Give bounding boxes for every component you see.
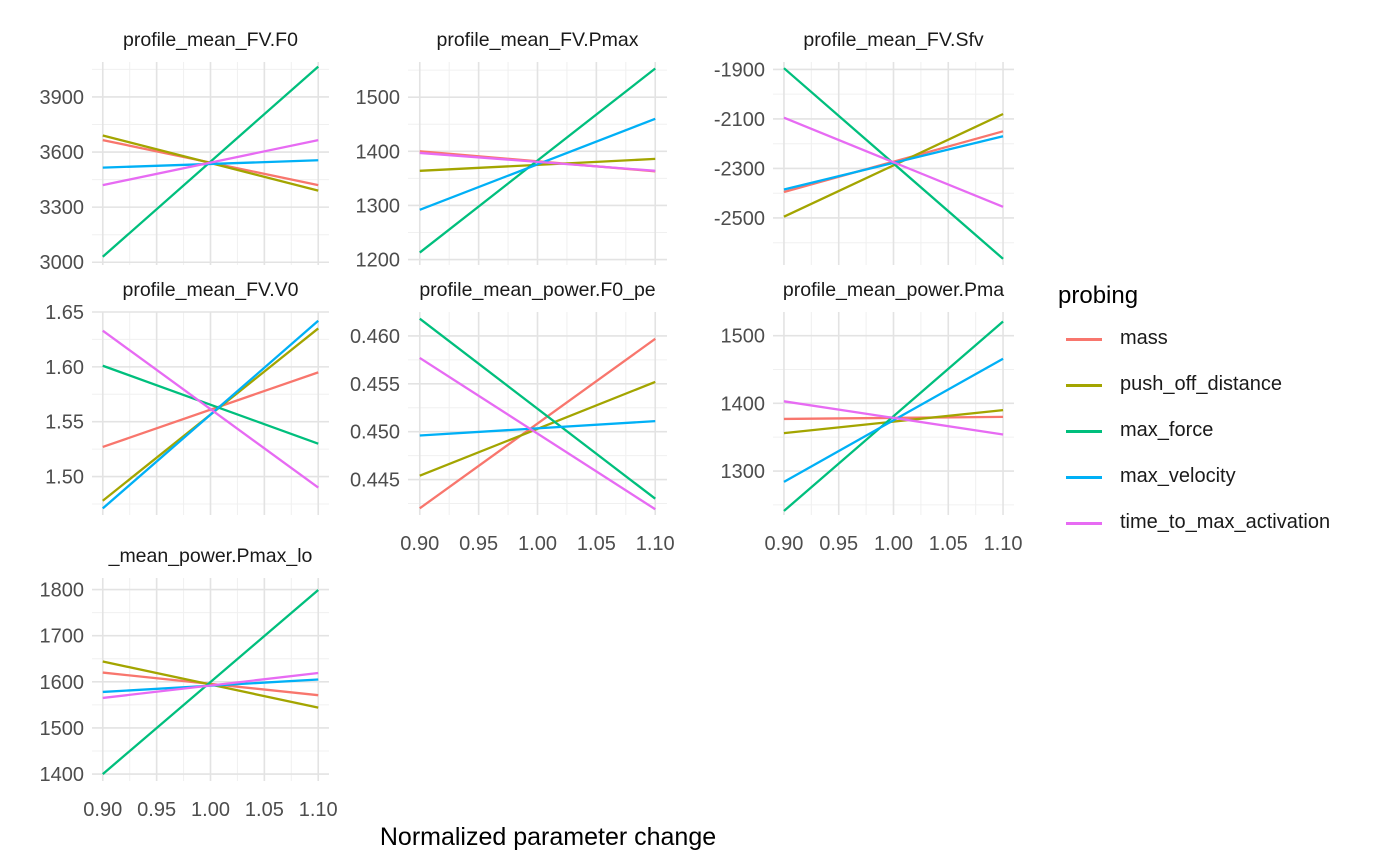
series-line-max-force [419,67,656,254]
x-tick-label: 1.05 [245,799,284,821]
legend-key-time-to-max-activation [1066,522,1102,525]
y-tick-label: 1400 [40,764,85,786]
series-line-time-to-max-activation [102,138,319,187]
legend-label-push-off-distance: push_off_distance [1120,373,1282,395]
x-tick-label: 1.10 [636,533,675,555]
facet-panel-3: -2500 -2300 -2100 -1900 profile_mean_FV.Sfv [714,29,1014,265]
legend-key-push-off-distance [1066,384,1102,387]
panel-title: profile_mean_FV.F0 [123,29,298,51]
y-tick-label: 0.460 [350,326,400,348]
x-tick-label: 0.90 [764,533,803,555]
legend-label-max-force: max_force [1120,419,1214,441]
legend-label-mass: mass [1120,327,1168,349]
legend-item-mass: mass [1058,318,1388,364]
legend-item-push-off-distance: push_off_distance [1058,364,1388,410]
y-tick-label: -2500 [714,208,765,230]
series-line-max-velocity [102,159,319,169]
facet-panel-4: 1.50 1.55 1.60 1.65 profile_mean_FV.V0 [45,279,329,515]
y-tick-label: 0.445 [350,470,400,492]
legend-label-max-velocity: max_velocity [1120,465,1236,487]
series-line-push-off-distance [783,112,1004,218]
panel-title: profile_mean_power.Pma [783,279,1004,301]
x-tick-label: 0.90 [83,799,122,821]
legend-title: probing [1058,282,1139,309]
x-tick-label: 1.00 [874,533,913,555]
y-tick-label: -2300 [714,158,765,180]
x-tick-label: 1.10 [299,799,338,821]
y-tick-label: 1.65 [45,302,84,324]
series-line-time-to-max-activation [783,400,1004,436]
y-tick-label: 1.60 [45,357,84,379]
legend-item-time-to-max-activation: time_to_max_activation [1058,502,1388,548]
facet-panel-5: 0.445 0.450 0.455 0.460 0.90 0.95 1.00 1.05 1.10… [350,279,675,555]
y-tick-label: 1300 [721,461,766,483]
facet-panel-1: 3000 3300 3600 3900 profile_mean_FV.F0 [40,29,329,274]
panel-title: _mean_power.Pmax_lo [108,545,313,567]
y-tick-label: 1300 [356,195,401,217]
legend-key-max-velocity [1066,476,1102,479]
x-tick-label: 0.90 [400,533,439,555]
series-line-max-velocity [783,357,1004,483]
y-tick-label: -2100 [714,109,765,131]
series-line-time-to-max-activation [102,329,319,489]
y-tick-label: -1900 [714,59,765,81]
facet-panel-6: 1300 1400 1500 0.90 0.95 1.00 1.05 1.10 profile_… [721,279,1023,555]
y-tick-label: 3600 [40,142,85,164]
x-tick-label: 0.95 [137,799,176,821]
legend-label-time-to-max-activation: time_to_max_activation [1120,511,1331,533]
series-line-max-force [102,589,319,775]
legend-item-max-velocity: max_velocity [1058,456,1388,502]
series-line-push-off-distance [783,408,1004,435]
series-line-time-to-max-activation [783,116,1004,208]
y-tick-label: 1400 [356,141,401,163]
legend-key-mass [1066,338,1102,341]
y-tick-label: 0.450 [350,422,400,444]
series-line-max-velocity [419,117,656,211]
x-tick-label: 0.95 [459,533,498,555]
x-tick-label: 1.05 [577,533,616,555]
facet-panel-2: 1200 1300 1400 1500 profile_mean_FV.Pmax [356,29,667,272]
y-tick-label: 3900 [40,87,85,109]
legend-key-max-force [1066,430,1102,433]
y-tick-label: 3300 [40,197,85,219]
x-tick-label: 1.05 [929,533,968,555]
y-tick-label: 1500 [356,87,401,109]
series-line-max-velocity [419,420,656,437]
legend-item-max-force: max_force [1058,410,1388,456]
series-line-max-force [419,317,656,500]
x-axis-label: Normalized parameter change [380,823,716,851]
y-tick-label: 1500 [40,718,85,740]
series-line-mass [419,337,656,510]
y-tick-label: 1400 [721,393,766,415]
legend: probing mass push_off_distance max_force… [1058,282,1388,548]
series-line-time-to-max-activation [419,356,656,511]
x-tick-label: 1.00 [518,533,557,555]
facet-panel-7: 1400 1500 1600 1700 1800 0.90 0.95 1.00 1.05 1.10… [40,545,338,821]
y-tick-label: 1500 [721,326,766,348]
y-tick-label: 0.455 [350,374,400,396]
panel-title: profile_mean_power.F0_pe [419,279,655,301]
x-tick-label: 0.95 [819,533,858,555]
series-line-time-to-max-activation [419,151,656,172]
y-tick-label: 1800 [40,580,85,602]
x-tick-label: 1.00 [191,799,230,821]
series-line-max-force [102,364,319,445]
panel-title: profile_mean_FV.Pmax [437,29,639,51]
series-line-time-to-max-activation [102,671,319,700]
x-tick-label: 1.10 [984,533,1023,555]
series-line-max-velocity [102,319,319,510]
y-tick-label: 1700 [40,626,85,648]
y-tick-label: 3000 [40,252,85,274]
y-tick-label: 1200 [356,250,401,272]
panel-title: profile_mean_FV.V0 [123,279,299,301]
y-tick-label: 1.55 [45,412,84,434]
series-line-max-force [783,320,1004,512]
y-tick-label: 1600 [40,672,85,694]
y-tick-label: 1.50 [45,467,84,489]
panel-title: profile_mean_FV.Sfv [803,29,984,51]
